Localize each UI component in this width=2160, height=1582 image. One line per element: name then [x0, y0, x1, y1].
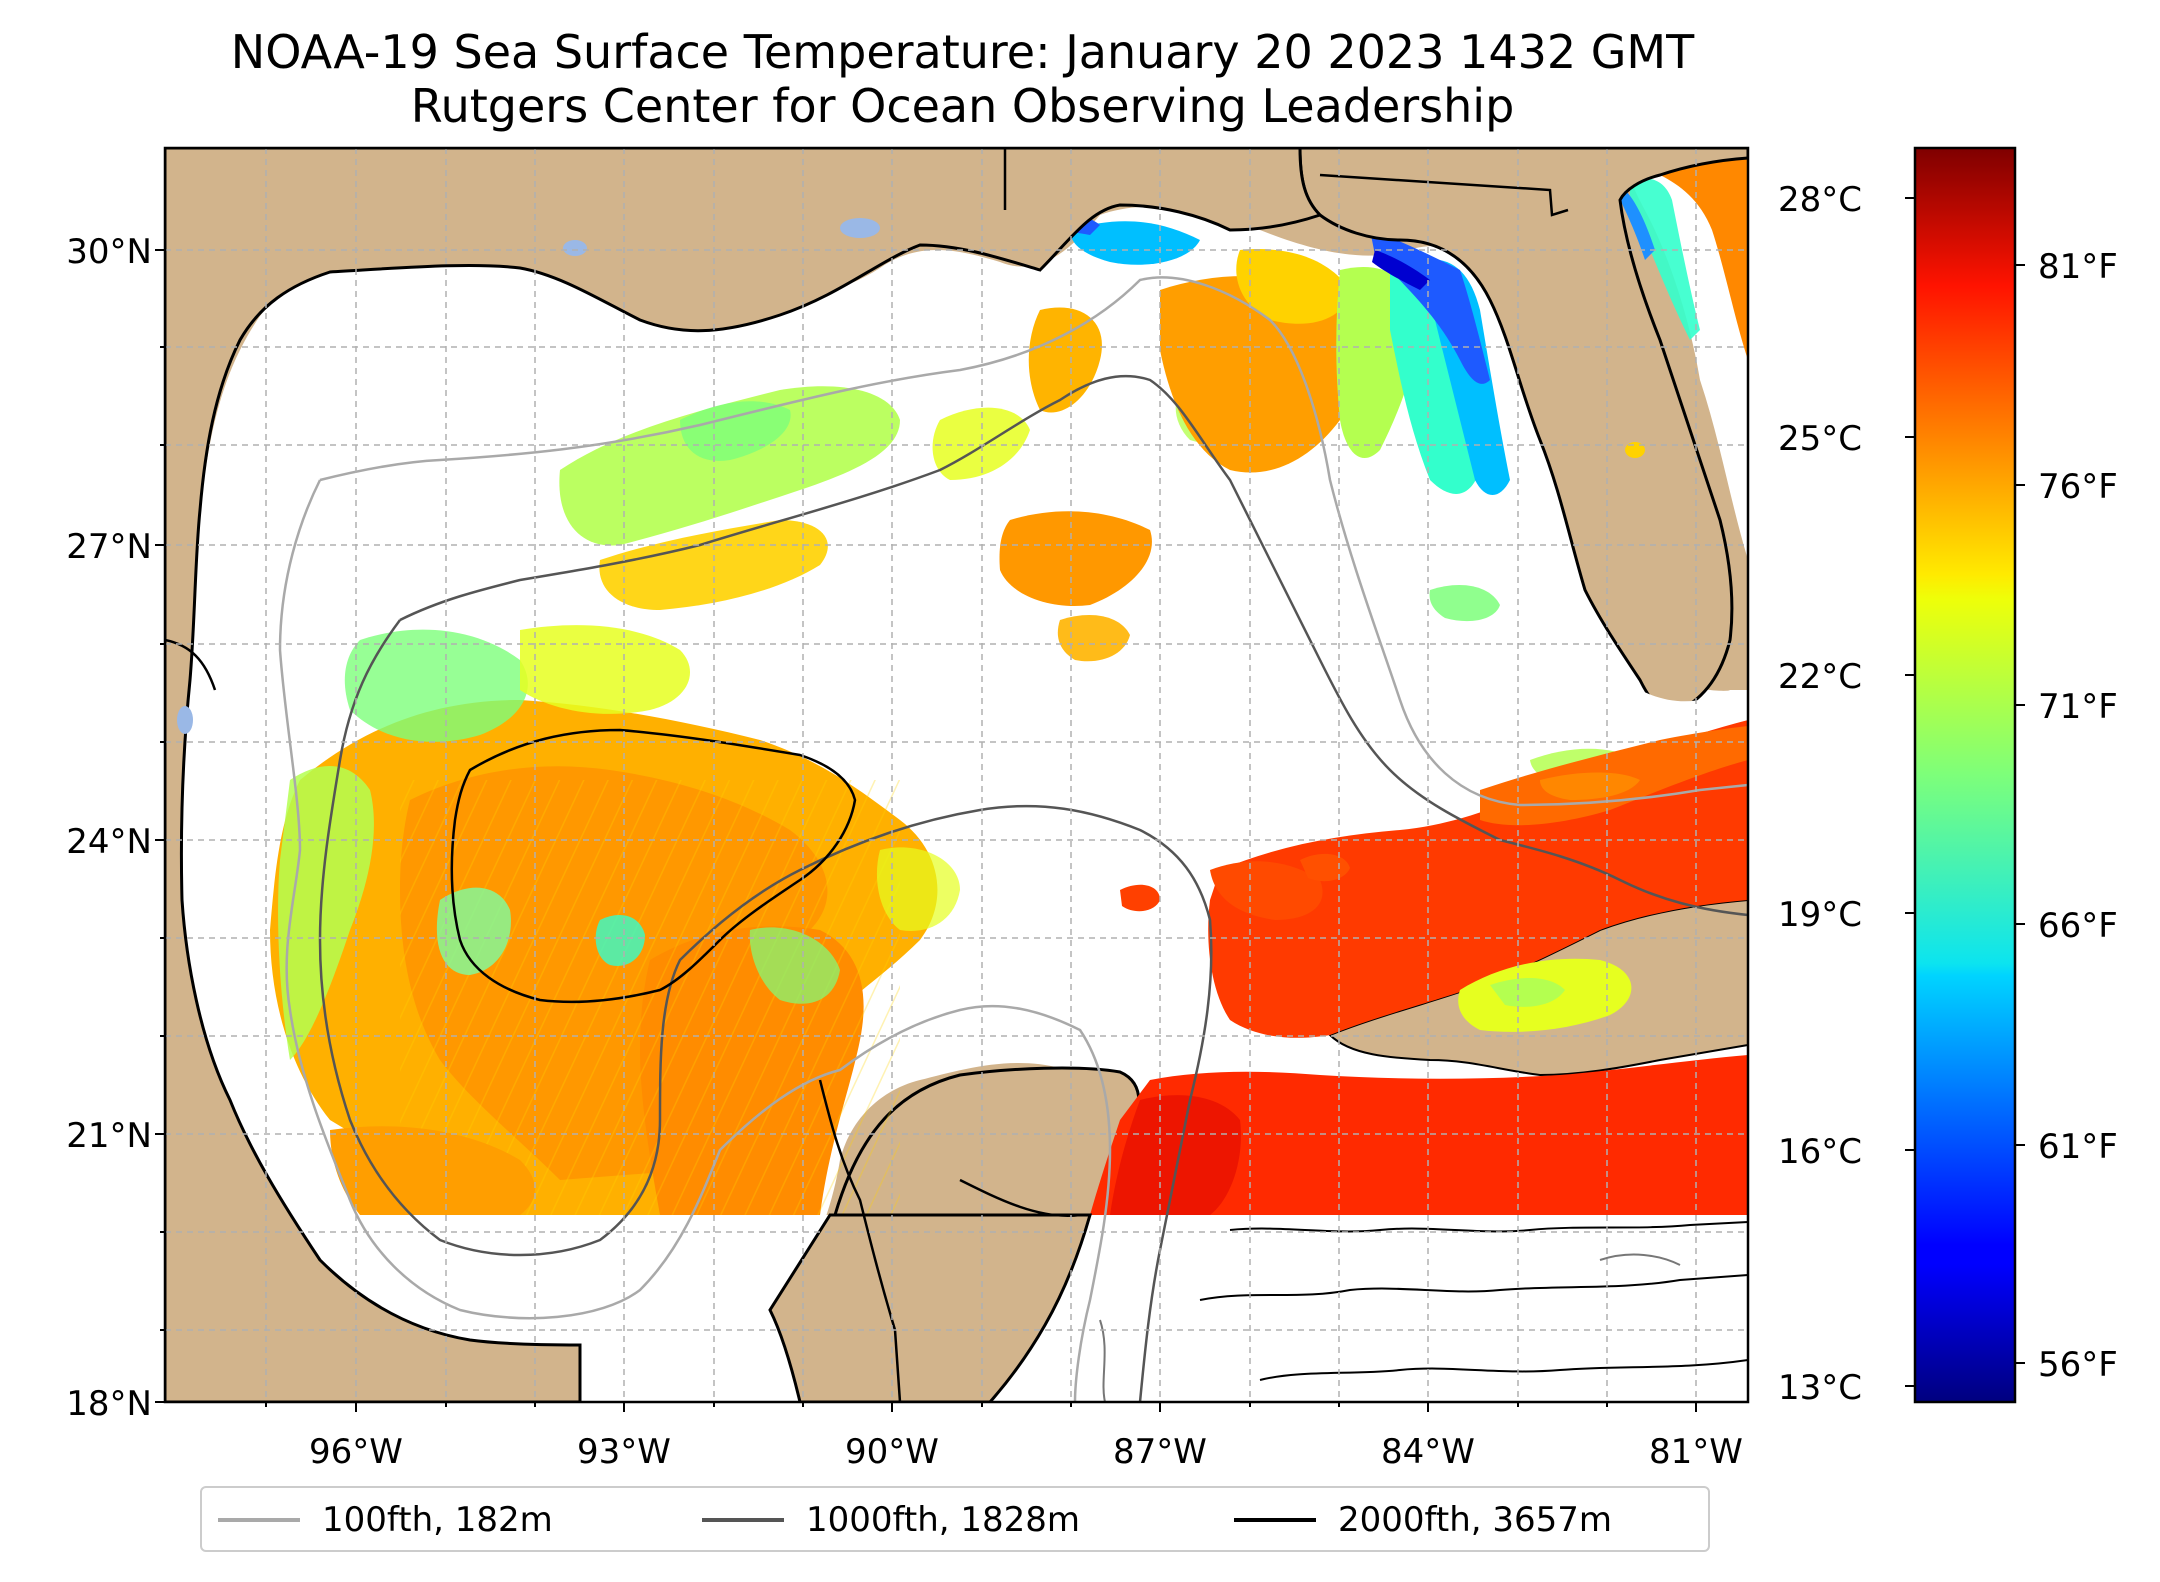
map-plot-area	[165, 148, 1748, 1402]
legend-label: 2000fth, 3657m	[1338, 1500, 1613, 1540]
lon-label: 81°W	[1649, 1432, 1743, 1472]
map-subtitle: Rutgers Center for Ocean Observing Leade…	[410, 79, 1515, 133]
colorbar-fahrenheit-label: 76°F	[2038, 467, 2118, 507]
colorbar-fahrenheit-label: 56°F	[2038, 1345, 2118, 1385]
colorbar-celsius-label: 19°C	[1778, 895, 1863, 935]
lat-label: 30°N	[66, 232, 152, 272]
colorbar-ticks	[1905, 197, 2025, 1387]
gridlines	[165, 148, 1748, 1402]
lake	[840, 218, 880, 238]
map-frame	[163, 146, 1750, 1404]
atlantic-sst	[1660, 158, 1748, 360]
lon-label: 96°W	[309, 1432, 403, 1472]
colorbar-fahrenheit-label: 71°F	[2038, 687, 2118, 727]
lake	[563, 240, 587, 256]
colorbar-fahrenheit-label: 66°F	[2038, 906, 2118, 946]
colorbar-celsius-label: 16°C	[1778, 1132, 1863, 1172]
lon-label: 90°W	[845, 1432, 939, 1472]
colorbar-celsius-label: 25°C	[1778, 419, 1863, 459]
lake-okeechobee	[1625, 442, 1645, 458]
no-data-band	[560, 1215, 1748, 1402]
legend-label: 1000fth, 1828m	[806, 1500, 1081, 1540]
northwest-land	[165, 148, 1323, 1402]
lon-label: 93°W	[577, 1432, 671, 1472]
sst-north	[559, 307, 1270, 662]
colorbar-celsius-label: 13°C	[1778, 1368, 1863, 1408]
legend-swatch	[1234, 1518, 1316, 1522]
political-borders	[165, 148, 1569, 1402]
colorbar-celsius-label: 28°C	[1778, 180, 1863, 220]
legend: 100fth, 182m 1000fth, 1828m 2000fth, 365…	[200, 1486, 1710, 1552]
colorbar	[1913, 146, 2017, 1404]
legend-swatch	[702, 1518, 784, 1522]
contour-2000fth	[450, 728, 857, 1004]
contour-100fth	[278, 276, 1748, 1402]
legend-label: 100fth, 182m	[322, 1500, 553, 1540]
map-title: NOAA-19 Sea Surface Temperature: January…	[230, 25, 1695, 79]
sst-west	[270, 625, 960, 1215]
lon-label: 84°W	[1381, 1432, 1475, 1472]
lat-label: 27°N	[66, 527, 152, 567]
lat-label: 21°N	[66, 1116, 152, 1156]
axis-ticks	[155, 249, 1697, 1412]
sst-southeast	[1090, 720, 1748, 1215]
lat-label: 24°N	[66, 822, 152, 862]
colorbar-fahrenheit-label: 81°F	[2038, 247, 2118, 287]
bathymetry-contours	[278, 276, 1748, 1402]
lake	[177, 706, 193, 734]
colorbar-celsius-label: 22°C	[1778, 657, 1863, 697]
legend-swatch	[218, 1518, 300, 1522]
colorbar-fahrenheit-label: 61°F	[2038, 1127, 2118, 1167]
lon-label: 87°W	[1113, 1432, 1207, 1472]
lat-label: 18°N	[66, 1384, 152, 1424]
